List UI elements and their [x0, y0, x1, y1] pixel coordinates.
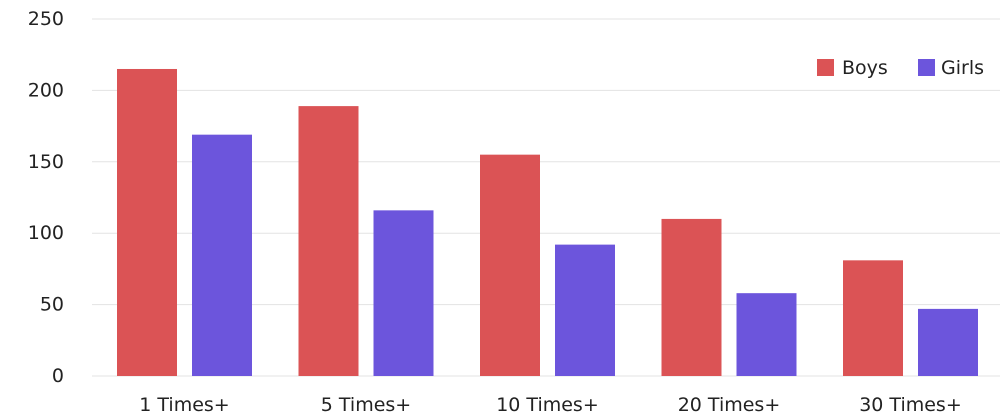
- x-category-label: 20 Times+: [678, 394, 781, 416]
- y-tick-label: 150: [28, 151, 64, 173]
- x-category-label: 5 Times+: [321, 394, 411, 416]
- x-category-label: 10 Times+: [496, 394, 599, 416]
- y-axis-ticks: 0 50 100 150 200 250: [28, 8, 64, 387]
- legend: Boys Girls: [817, 57, 984, 79]
- bar-girls-2: [373, 210, 434, 376]
- legend-label-boys: Boys: [842, 57, 888, 79]
- bar-boys-3: [480, 154, 540, 376]
- legend-swatch-girls: [918, 59, 935, 76]
- legend-label-girls: Girls: [941, 57, 984, 79]
- bar-girls-5: [918, 308, 978, 376]
- bars: [117, 68, 978, 376]
- y-tick-label: 0: [52, 365, 64, 387]
- y-tick-label: 200: [28, 79, 64, 101]
- bar-girls-1: [192, 134, 252, 376]
- bar-boys-4: [661, 218, 722, 376]
- bar-girls-4: [736, 293, 797, 376]
- y-tick-label: 250: [28, 8, 64, 30]
- legend-swatch-boys: [817, 59, 834, 76]
- y-tick-label: 100: [28, 222, 64, 244]
- bar-boys-1: [117, 68, 177, 376]
- x-category-label: 30 Times+: [859, 394, 962, 416]
- bar-boys-2: [298, 106, 359, 376]
- bar-boys-5: [843, 260, 903, 376]
- y-tick-label: 50: [40, 294, 64, 316]
- x-axis-categories: 1 Times+ 5 Times+ 10 Times+ 20 Times+ 30 Tim…: [139, 394, 962, 416]
- x-category-label: 1 Times+: [139, 394, 229, 416]
- bar-girls-3: [555, 244, 615, 376]
